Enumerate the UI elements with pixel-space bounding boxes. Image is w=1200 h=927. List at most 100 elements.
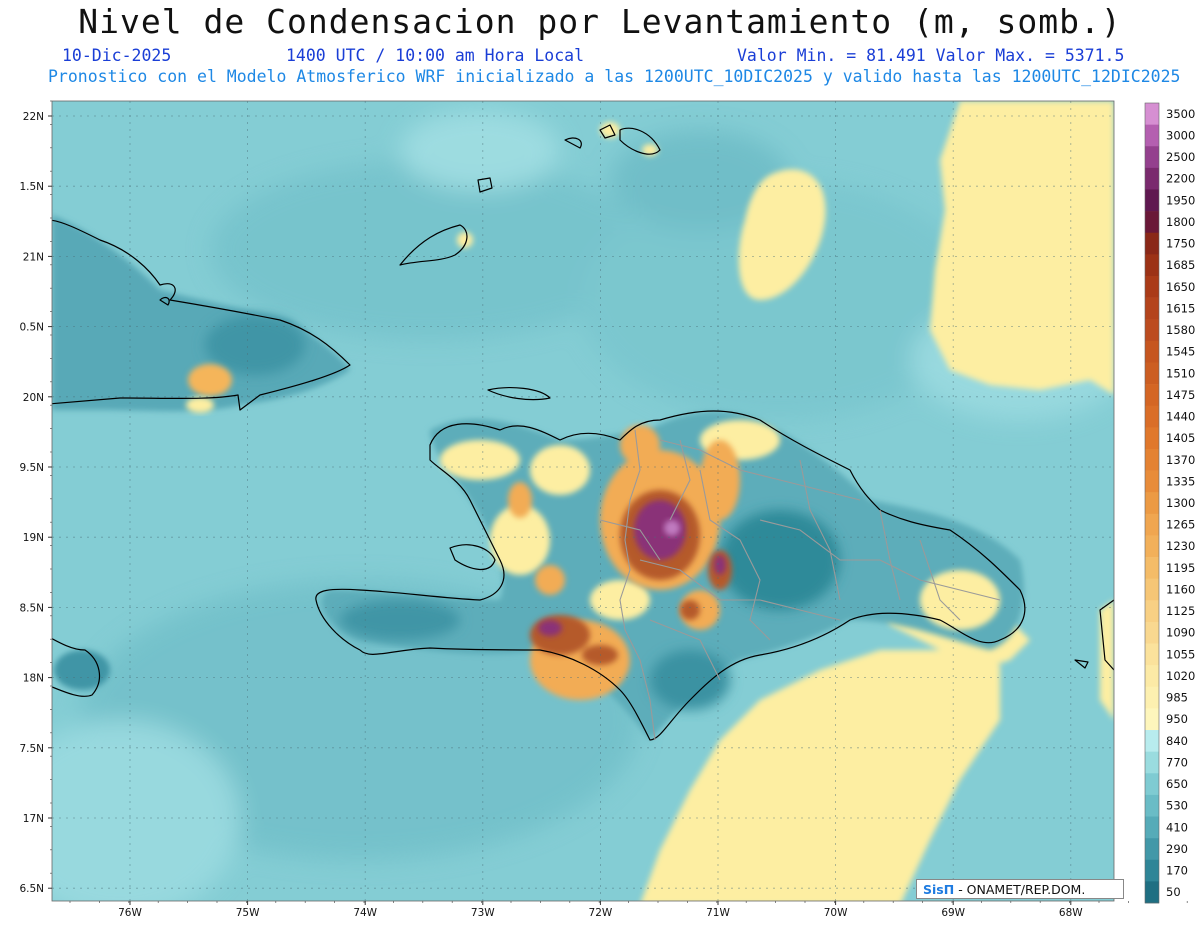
colorbar-swatch: [1145, 275, 1159, 298]
colorbar-label: 1580: [1166, 323, 1195, 337]
colorbar-label: 1125: [1166, 604, 1195, 618]
colorbar-swatch: [1145, 146, 1159, 169]
lat-label: 19N: [23, 532, 44, 544]
forecast-description: Pronostico con el Modelo Atmosferico WRF…: [48, 67, 1181, 86]
lon-label: 71W: [706, 907, 730, 919]
colorbar: 3500 3000 2500 2200 1950 1800 1750 1685 1650 1615…: [1144, 102, 1195, 904]
colorbar-label: 1160: [1166, 582, 1195, 596]
colorbar-swatch: [1145, 751, 1159, 774]
colorbar-swatch: [1145, 124, 1159, 147]
value-min-max: Valor Min. = 81.491 Valor Max. = 5371.5: [737, 46, 1125, 65]
colorbar-swatch: [1145, 103, 1159, 125]
credit-text: - ONAMET/REP.DOM.: [958, 882, 1086, 897]
colorbar-swatch: [1145, 448, 1159, 471]
lon-label: 75W: [236, 907, 260, 919]
coastlines: [52, 124, 1114, 741]
colorbar-swatch: [1145, 427, 1159, 450]
colorbar-label: 1950: [1166, 193, 1195, 207]
lon-label: 76W: [118, 907, 142, 919]
lat-label: 17N: [23, 813, 44, 825]
colorbar-label: 170: [1166, 864, 1188, 878]
colorbar-label: 1440: [1166, 410, 1195, 424]
colorbar-label: 985: [1166, 691, 1188, 705]
colorbar-label: 3000: [1166, 128, 1195, 142]
lon-label: 69W: [941, 907, 965, 919]
colorbar-swatch: [1145, 557, 1159, 579]
colorbar-swatch: [1145, 297, 1159, 320]
colorbar-label: 1090: [1166, 626, 1195, 640]
lat-label: 9.5N: [19, 462, 44, 474]
colorbar-label: 1265: [1166, 518, 1195, 532]
colorbar-swatch: [1145, 881, 1159, 904]
colorbar-swatch: [1145, 232, 1159, 255]
credit-box: SisΠ - ONAMET/REP.DOM.: [916, 879, 1124, 899]
lat-label: 21N: [23, 251, 44, 263]
latitude-labels: 22N 1.5N 21N 0.5N 20N 9.5N 19N 8.5N 18N 7.5N 17N 6.…: [19, 100, 52, 895]
forecast-time: 1400 UTC / 10:00 am Hora Local: [286, 46, 585, 65]
colorbar-label: 1615: [1166, 301, 1195, 315]
colorbar-label: 50: [1166, 885, 1181, 899]
colorbar-label: 2500: [1166, 150, 1195, 164]
colorbar-swatch: [1145, 362, 1159, 385]
colorbar-swatch: [1145, 513, 1159, 536]
colorbar-swatch: [1145, 578, 1159, 601]
lat-label: 0.5N: [19, 322, 44, 334]
cuba-land: [52, 215, 350, 690]
chart-title: Nivel de Condensacion por Levantamiento …: [78, 2, 1122, 41]
colorbar-label: 3500: [1166, 107, 1195, 121]
colorbar-swatch: [1145, 838, 1159, 861]
colorbar-label: 1020: [1166, 669, 1195, 683]
colorbar-label: 650: [1166, 777, 1188, 791]
colorbar-swatch: [1145, 665, 1159, 688]
colorbar-label: 770: [1166, 755, 1188, 769]
colorbar-swatch: [1145, 189, 1159, 212]
colorbar-label: 1055: [1166, 647, 1195, 661]
colorbar-swatch: [1145, 794, 1159, 817]
colorbar-swatch: [1145, 773, 1159, 796]
colorbar-swatch: [1145, 708, 1159, 731]
province-borders: [599, 429, 1001, 741]
colorbar-swatch: [1145, 470, 1159, 493]
colorbar-label: 1685: [1166, 258, 1195, 272]
colorbar-swatch: [1145, 621, 1159, 644]
colorbar-label: 840: [1166, 734, 1188, 748]
lon-label: 70W: [824, 907, 848, 919]
colorbar-swatch: [1145, 686, 1159, 709]
colorbar-label: 2200: [1166, 172, 1195, 186]
colorbar-label: 1475: [1166, 388, 1195, 402]
colorbar-swatch: [1145, 211, 1159, 234]
lon-label: 72W: [589, 907, 613, 919]
lat-label: 22N: [23, 111, 44, 123]
colorbar-swatch: [1145, 405, 1159, 428]
colorbar-label: 1650: [1166, 280, 1195, 294]
lon-label: 68W: [1059, 907, 1083, 919]
forecast-date: 10-Dic-2025: [62, 46, 172, 65]
lon-label: 73W: [471, 907, 495, 919]
colorbar-label: 1195: [1166, 561, 1195, 575]
colorbar-label: 950: [1166, 712, 1188, 726]
lon-label: 74W: [353, 907, 377, 919]
lat-label: 18N: [23, 673, 44, 685]
colorbar-label: 290: [1166, 842, 1188, 856]
colorbar-label: 1335: [1166, 474, 1195, 488]
lat-label: 7.5N: [19, 743, 44, 755]
hispaniola-land: [321, 411, 1024, 740]
colorbar-label: 1370: [1166, 453, 1195, 467]
colorbar-swatch: [1145, 535, 1159, 558]
colorbar-swatch: [1145, 643, 1159, 666]
colorbar-swatch: [1145, 340, 1159, 363]
colorbar-swatch: [1145, 384, 1159, 407]
colorbar-label: 410: [1166, 820, 1188, 834]
colorbar-label: 1405: [1166, 431, 1195, 445]
lat-label: 8.5N: [19, 602, 44, 614]
yellow-regions: [641, 101, 1114, 901]
longitude-labels: 76W 75W 74W 73W 72W 71W 70W 69W 68W: [69, 901, 1188, 919]
colorbar-swatch: [1145, 254, 1159, 277]
colorbar-swatch: [1145, 859, 1159, 882]
lat-label: 1.5N: [19, 181, 44, 193]
colorbar-label: 530: [1166, 799, 1188, 813]
colorbar-swatch: [1145, 816, 1159, 839]
colorbar-swatch: [1145, 600, 1159, 623]
colorbar-label: 1510: [1166, 366, 1195, 380]
